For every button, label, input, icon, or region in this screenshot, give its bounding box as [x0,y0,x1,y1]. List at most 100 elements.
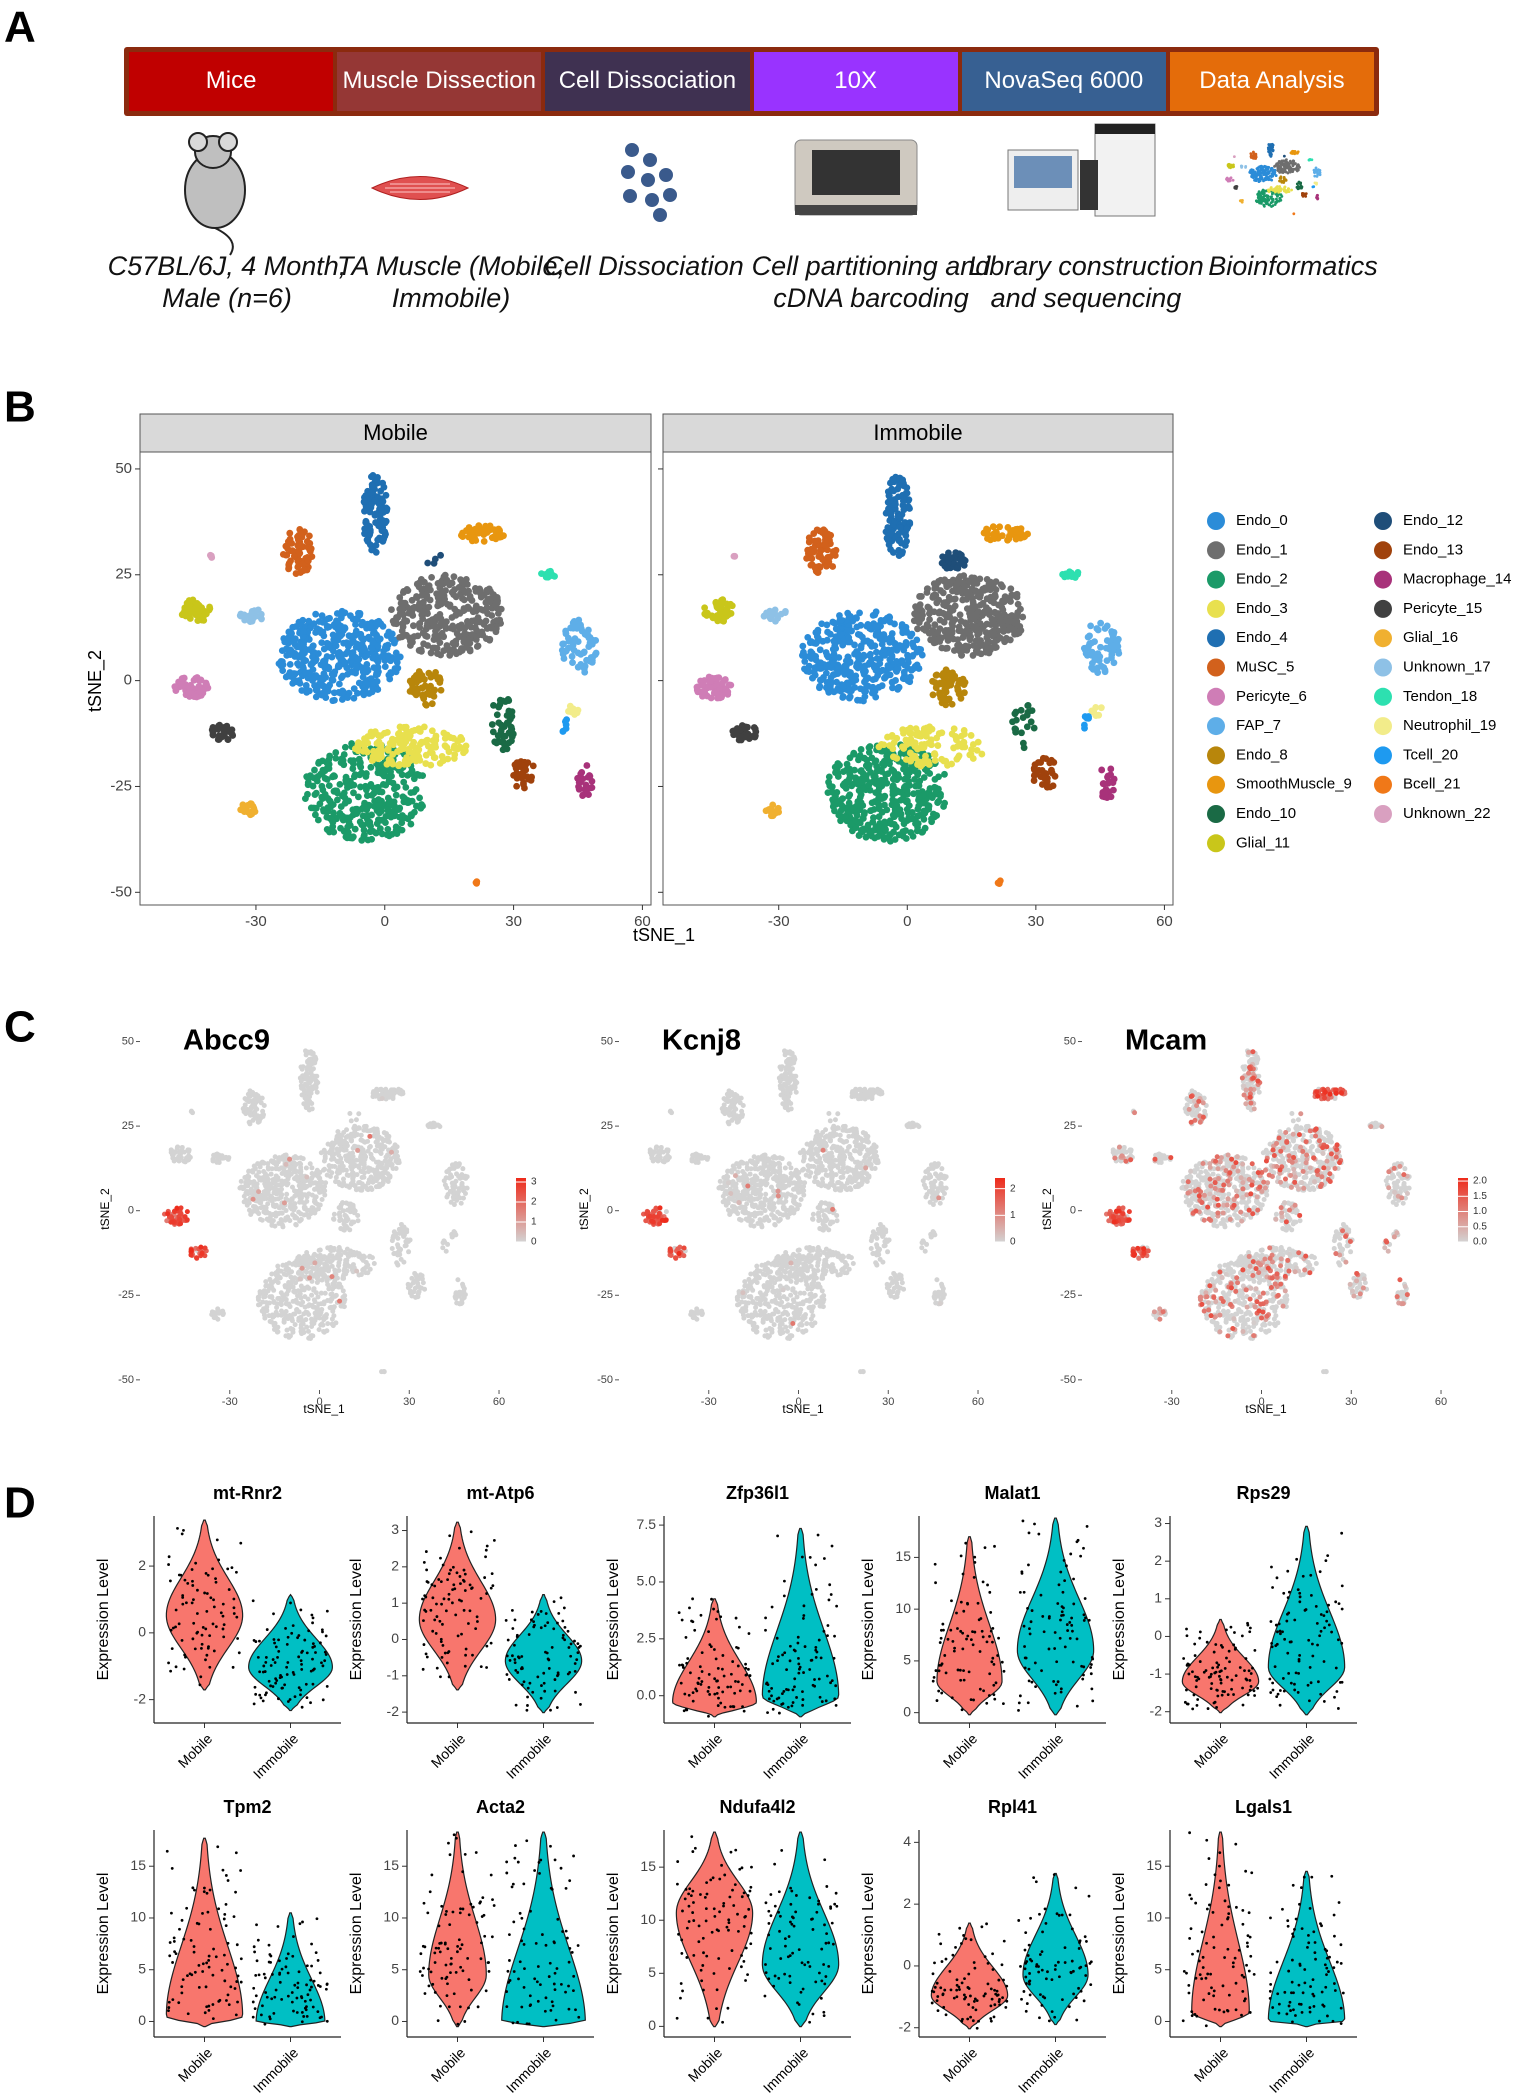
cell-point [1030,724,1038,732]
cell-point [335,661,343,669]
thumb-dot [1292,159,1296,163]
cell-point [456,743,464,751]
thumb-dot [1233,186,1237,190]
cell-point [777,610,785,618]
cell-point [351,825,359,833]
cell-point [1102,644,1110,652]
cell-point [854,801,861,809]
legend-label: Endo_3 [1236,600,1288,617]
cell-point [251,1189,257,1195]
thumb-dot [1259,194,1263,198]
cell-point [711,674,719,682]
cell-point [407,820,415,828]
cell-point [312,629,320,636]
cell-point [432,734,440,741]
cell-point [313,1207,319,1213]
cell-point [377,732,385,740]
cell-point [875,780,883,788]
cell-point [812,567,820,575]
cell-point [974,738,982,746]
cell-point [286,529,294,537]
thumb-dot [1256,169,1260,172]
cell-point [899,832,907,840]
cell-point [961,628,968,636]
cell-point [458,532,466,539]
cell-point [418,592,426,599]
cell-point [1038,767,1046,774]
cell-point [408,596,416,604]
thumb-dot [1273,168,1277,172]
cell-point [350,773,358,781]
cell-point [313,777,321,785]
cell-point [399,606,406,613]
cell-point [1020,533,1028,541]
cell-point [451,586,458,593]
cell-point [379,622,387,630]
cell-point [285,559,293,567]
cell-point [895,683,903,691]
cell-point [343,831,351,839]
cell-point [981,584,989,592]
thumb-dot [1289,151,1293,155]
y-tick-label: 25 [115,566,132,583]
legend-swatch [1374,805,1392,823]
cell-point [573,709,581,717]
cell-point [914,728,921,736]
cell-point [323,775,331,783]
mouse-icon [184,132,246,256]
cell-point [352,643,360,651]
cell-point [894,513,902,520]
cell-point [855,756,862,764]
cell-point [286,535,294,543]
cell-point [939,553,947,561]
cell-point [465,533,473,541]
cell-point [339,813,347,820]
cell-point [275,1175,281,1181]
cell-point [450,573,458,581]
cell-point [505,739,513,747]
cell-point [366,526,374,534]
cell-point [1097,643,1104,651]
cell-point [425,603,433,611]
thumb-dot [1317,172,1321,176]
thumb-dot [1260,176,1264,180]
cell-point [869,818,877,826]
cell-point [367,763,375,771]
thumb-dot [1297,181,1301,184]
cell-point [931,621,939,629]
legend-label: Glial_11 [1236,834,1290,851]
cell-point [373,784,381,791]
cell-point [369,730,377,738]
cell-point [1011,630,1018,638]
cell-point [927,792,935,800]
cell-point [343,664,351,672]
cell-point [368,791,376,799]
cell-point [488,721,496,728]
cell-point [588,640,596,648]
cell-point [312,1194,318,1200]
cell-point [715,603,723,611]
thumb-dot [1248,170,1252,174]
cell-point [301,795,309,803]
cell-point [943,564,951,572]
cell-point [984,535,991,542]
cell-point [368,546,376,554]
cell-point [409,684,417,692]
cell-point [1007,585,1015,593]
cell-point [294,1215,300,1221]
cell-point [296,1209,302,1215]
cell-point [957,617,965,625]
cell-point [312,685,320,693]
cell-point [823,636,831,644]
thumb-dot [1289,167,1293,171]
thumb-dot [1284,159,1288,162]
cell-point [954,683,961,691]
cell-point [263,1208,269,1214]
thumb-dot [1262,178,1266,182]
legend-label: SmoothMuscle_9 [1236,776,1352,793]
cell-point [1099,780,1107,788]
cell-point [904,773,912,780]
cell-point [804,633,812,641]
cell-point [998,603,1006,611]
cell-point [460,596,468,604]
